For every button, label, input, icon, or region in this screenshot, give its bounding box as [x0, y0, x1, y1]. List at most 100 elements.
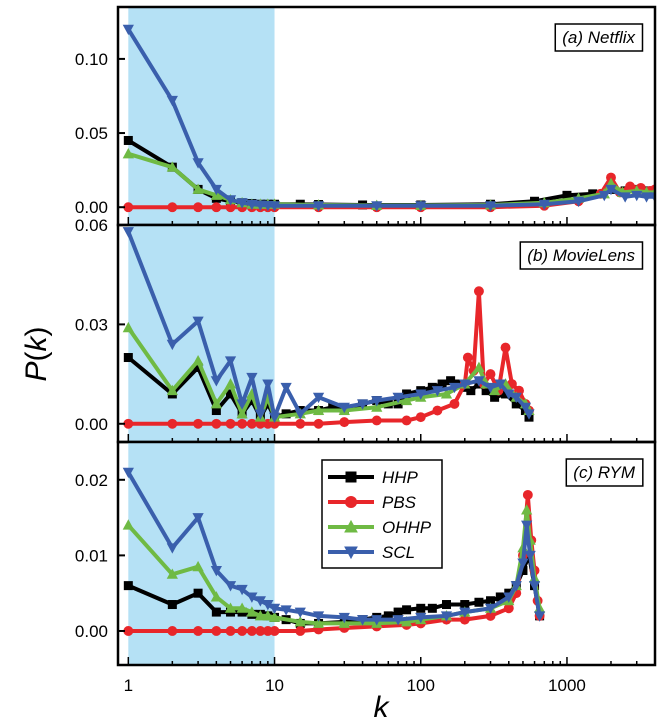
data-point-scl [484, 382, 497, 394]
y-tick-label: 0.03 [75, 315, 108, 334]
data-point-scl [254, 409, 266, 420]
data-point-scl [356, 399, 369, 410]
legend-label-pbs: PBS [382, 493, 417, 512]
data-point-ohhp [312, 404, 325, 416]
y-tick-label: 0.00 [75, 622, 108, 641]
data-point-hhp [437, 379, 447, 389]
data-point-pbs [401, 415, 412, 426]
data-point-hhp [416, 603, 426, 613]
data-point-hhp [211, 406, 221, 416]
series-line-scl [126, 471, 542, 622]
data-point-scl [294, 607, 306, 618]
data-point-scl [631, 190, 643, 202]
data-point-scl [392, 615, 404, 626]
y-axis-title: P(k) [20, 326, 53, 381]
series-scl [122, 24, 655, 212]
y-tick-label: 0.01 [75, 546, 108, 565]
data-point-scl [122, 227, 134, 238]
data-point-hhp [495, 592, 505, 602]
data-point-pbs [193, 626, 204, 636]
data-point-hhp [383, 611, 393, 621]
data-point-pbs [371, 415, 382, 426]
data-point-pbs [500, 342, 511, 353]
data-point-hhp [427, 603, 437, 613]
data-point-pbs [237, 626, 248, 636]
data-point-scl [268, 603, 281, 615]
data-point-pbs [473, 286, 484, 297]
data-point-scl [262, 379, 274, 390]
data-point-pbs [167, 202, 178, 213]
legend-marker-scl [344, 546, 358, 560]
data-point-scl [533, 611, 546, 622]
data-point-scl [431, 386, 444, 397]
panel-label: (a) Netflix [554, 23, 644, 52]
data-point-hhp [490, 392, 500, 402]
panel-label: (c) RYM [565, 458, 644, 487]
data-point-scl [294, 409, 306, 420]
data-point-hhp [446, 376, 456, 386]
data-point-ohhp [312, 617, 325, 628]
data-point-scl [371, 396, 383, 407]
data-point-pbs [339, 417, 350, 428]
data-point-scl [166, 543, 178, 554]
data-point-hhp [328, 402, 338, 412]
data-point-ohhp [192, 354, 204, 366]
data-point-scl [122, 467, 134, 479]
data-point-ohhp [400, 616, 413, 627]
data-point-pbs [211, 202, 222, 213]
data-point-scl [268, 412, 281, 424]
data-point-scl [312, 392, 325, 404]
data-point-pbs [211, 418, 222, 429]
data-point-scl [459, 379, 471, 390]
panel-label: (b) MovieLens [519, 241, 644, 270]
data-point-hhp [167, 600, 177, 610]
data-point-pbs [246, 418, 257, 429]
data-point-ohhp [294, 616, 306, 627]
data-point-pbs [462, 352, 473, 363]
panel-label-box [554, 23, 644, 52]
data-point-scl [640, 192, 653, 203]
data-point-scl [210, 184, 222, 196]
data-point-pbs [225, 418, 236, 429]
data-point-ohhp [166, 568, 178, 579]
data-point-pbs [211, 626, 222, 636]
data-point-scl [246, 372, 258, 384]
x-tick-label: 1 [124, 676, 133, 695]
data-point-scl [519, 402, 532, 414]
data-point-hhp [123, 135, 133, 145]
data-point-scl [246, 592, 258, 603]
series-scl [122, 227, 535, 424]
y-tick-label: 0.00 [75, 198, 108, 217]
data-point-scl [415, 612, 427, 624]
data-point-scl [122, 24, 134, 36]
legend-label-ohhp: OHHP [382, 518, 432, 537]
data-point-ohhp [210, 591, 222, 602]
data-point-pbs [225, 626, 236, 636]
data-point-scl [494, 379, 506, 390]
panel-label-box [565, 458, 644, 487]
data-point-hhp [247, 396, 257, 406]
data-point-scl [503, 592, 515, 603]
data-point-ohhp [192, 183, 204, 194]
data-point-scl [166, 339, 178, 351]
data-point-hhp [211, 607, 221, 617]
x-axis-tick-labels: 1 10 100 1000 [124, 676, 586, 695]
data-point-pbs [503, 603, 514, 614]
data-point-scl [392, 392, 404, 404]
data-point-scl [371, 615, 383, 626]
data-point-ohhp [440, 388, 453, 399]
data-point-ohhp [122, 519, 134, 530]
data-point-scl [338, 402, 350, 414]
data-point-scl [166, 95, 178, 107]
y-tick-label: 0.06 [75, 216, 108, 235]
data-point-hhp [402, 389, 412, 399]
data-point-hhp [193, 362, 203, 372]
x-axis-title: k [374, 691, 391, 722]
data-point-pbs [167, 626, 178, 636]
data-point-scl [619, 192, 631, 203]
series-scl [122, 467, 546, 626]
data-point-scl [338, 612, 350, 624]
legend-marker-pbs [344, 495, 358, 509]
series-line-scl [126, 230, 531, 420]
panel-netflix: 0.00 0.05 0.10 (a) Netflix [75, 5, 657, 227]
